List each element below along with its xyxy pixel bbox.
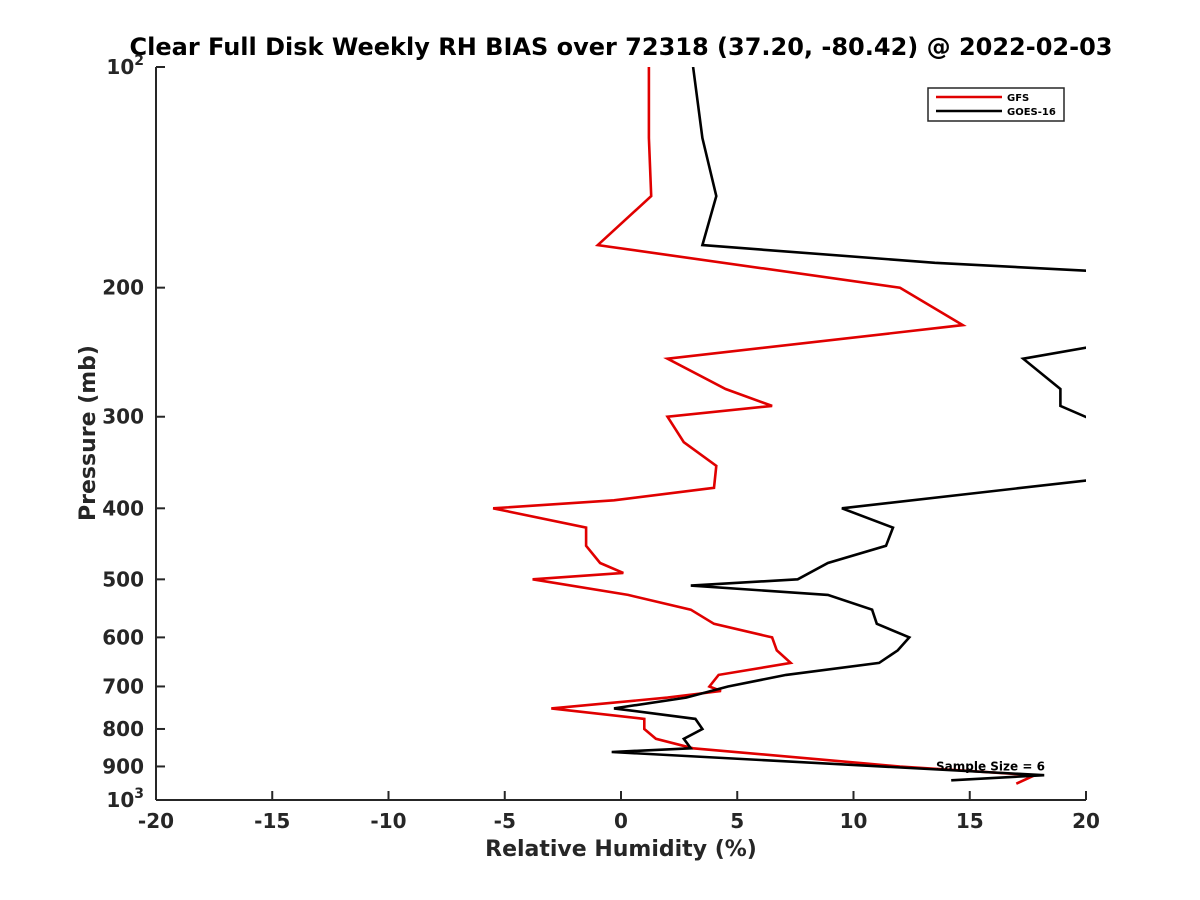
legend-label-gfs: GFS	[1007, 93, 1029, 104]
y-tick-label: 400	[102, 496, 144, 520]
legend: GFS GOES-16	[927, 87, 1065, 122]
y-tick-label: 103	[106, 786, 144, 812]
x-tick-label: 10	[840, 809, 868, 833]
x-tick-label: -20	[138, 809, 174, 833]
series-layer	[492, 67, 1086, 785]
y-axis-label: Pressure (mb)	[76, 345, 101, 521]
y-tick-label-base: 10	[106, 788, 134, 812]
y-tick-label-base: 800	[102, 717, 144, 741]
y-tick-label: 500	[102, 567, 144, 591]
y-tick-label: 102	[106, 53, 144, 79]
series-line-goes-16	[611, 67, 1086, 782]
y-tick-label-base: 700	[102, 674, 144, 698]
y-tick-label: 700	[102, 674, 144, 698]
y-tick-label: 900	[102, 754, 144, 778]
x-tick-label: -10	[370, 809, 406, 833]
x-tick-label: 20	[1072, 809, 1100, 833]
legend-box	[927, 87, 1065, 122]
y-tick-label-exponent: 3	[134, 786, 144, 802]
sample-size-annotation: Sample Size = 6	[936, 759, 1045, 773]
y-tick-label-base: 10	[106, 55, 134, 79]
y-tick-label: 200	[102, 276, 144, 300]
x-tick-label: 15	[956, 809, 984, 833]
y-tick-label-base: 400	[102, 496, 144, 520]
y-tick-label-base: 900	[102, 754, 144, 778]
x-axis-label: Relative Humidity (%)	[485, 837, 757, 862]
y-tick-label: 300	[102, 405, 144, 429]
chart-title: Clear Full Disk Weekly RH BIAS over 7231…	[130, 33, 1113, 61]
x-tick-label: 5	[730, 809, 744, 833]
y-tick-label: 600	[102, 625, 144, 649]
series-line-gfs	[492, 67, 1036, 785]
y-tick-label-exponent: 2	[134, 53, 144, 69]
y-tick-label-base: 200	[102, 276, 144, 300]
y-tick-label-base: 600	[102, 625, 144, 649]
x-tick-label: 0	[614, 809, 628, 833]
y-tick-label: 800	[102, 717, 144, 741]
legend-label-goes16: GOES-16	[1007, 107, 1056, 118]
x-ticks: -20 -15 -10 -5 0 5 10 15 20	[138, 791, 1100, 833]
x-tick-label: -15	[254, 809, 290, 833]
y-tick-label-base: 500	[102, 567, 144, 591]
axes-layer	[155, 67, 1086, 801]
y-tick-label-base: 300	[102, 405, 144, 429]
x-tick-label: -5	[494, 809, 516, 833]
